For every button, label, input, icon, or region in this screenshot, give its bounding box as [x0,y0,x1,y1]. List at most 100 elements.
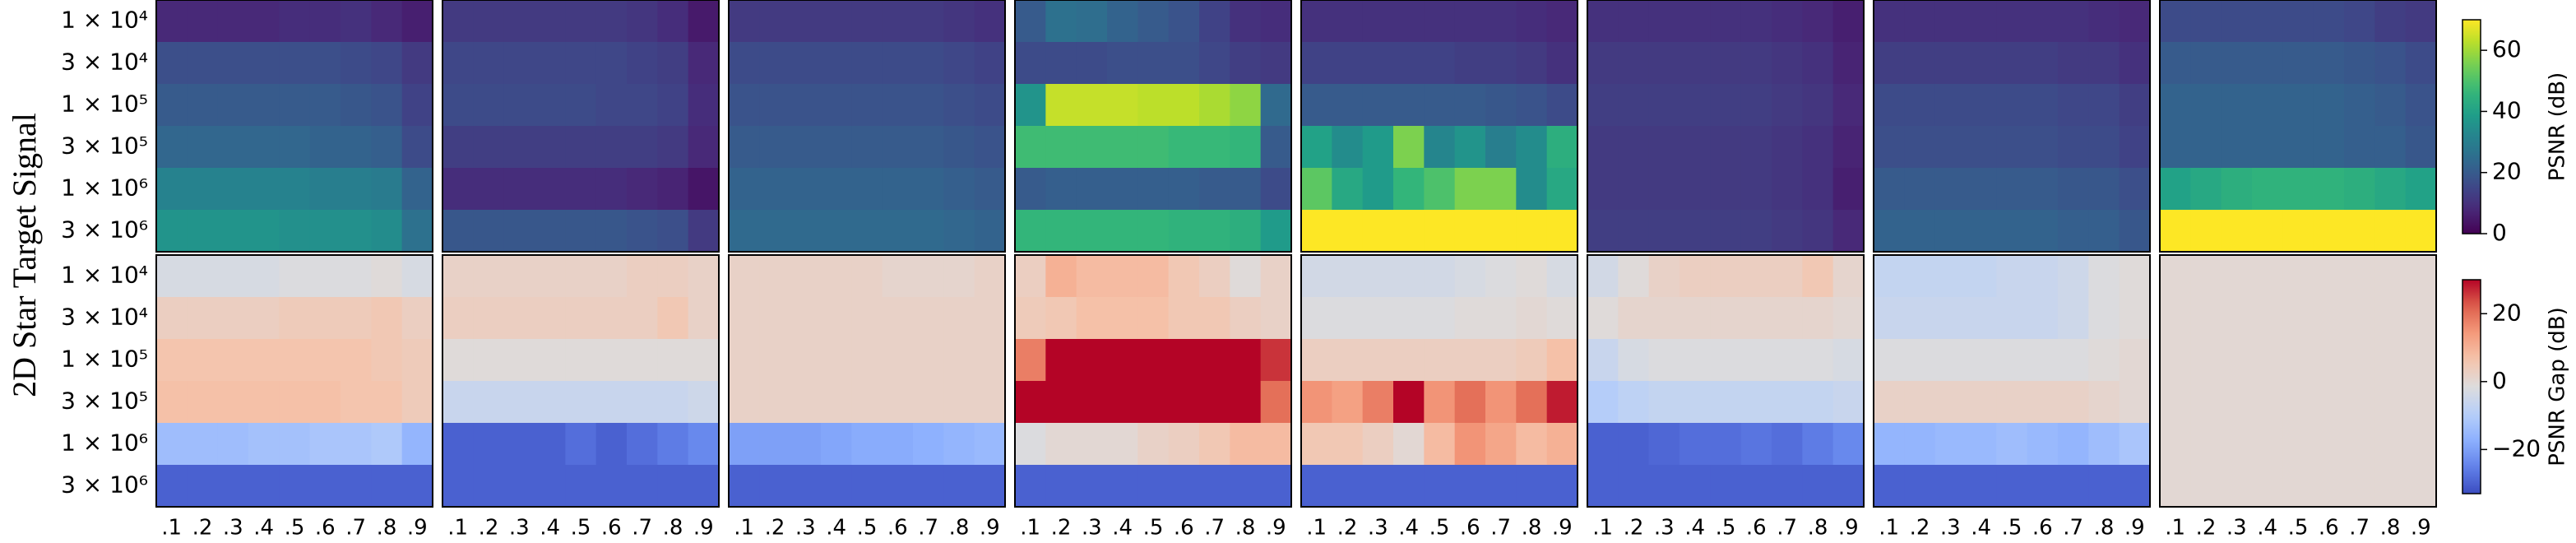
heatmap-cell [1230,126,1262,169]
heatmap-cell [2190,126,2222,169]
heatmap-cell [688,339,720,382]
x-tick-label: .1 [2165,516,2185,541]
heatmap-cell [851,423,883,466]
heatmap-cell [2313,465,2345,508]
heatmap-cell [2282,381,2314,424]
heatmap-cell [1424,210,1456,253]
heatmap-cell [1260,42,1292,85]
heatmap-cell [943,84,975,127]
heatmap-cell [595,297,628,340]
heatmap-cell [473,126,505,169]
heatmap-cell [341,255,372,298]
heatmap-cell [759,210,791,253]
heatmap-cell [729,42,760,85]
heatmap-cell [1393,126,1425,169]
heatmap-cell [913,42,944,85]
heatmap-cell [1362,339,1394,382]
heatmap-cell [2282,126,2314,169]
heatmap-cell [1168,168,1200,211]
heatmap-cell [1362,423,1394,466]
heatmap-cell [1015,339,1046,382]
heatmap-cell [1362,168,1394,211]
heatmap-cell [1587,210,1619,253]
heatmap-cell [1516,465,1548,508]
heatmap-cell [1516,84,1548,127]
heatmap-cell [1772,126,1803,169]
heatmap-cell [759,168,791,211]
heatmap-cell [1076,210,1108,253]
heatmap-cell [1260,210,1292,253]
heatmap-cell [1772,297,1803,340]
heatmap-cell [535,297,566,340]
x-tick-label: .3 [509,516,530,541]
heatmap-cell [2160,0,2191,43]
heatmap-cell [1230,0,1262,43]
heatmap-cell [187,297,219,340]
heatmap-cell [565,210,597,253]
heatmap-cell [1045,126,1077,169]
heatmap-cell [2374,42,2407,85]
x-tick-label: .8 [1235,516,1256,541]
heatmap-cell [1230,42,1262,85]
heatmap-cell [2088,84,2120,127]
heatmap-cell [2027,168,2059,211]
heatmap-cell [2221,42,2253,85]
heatmap-cell [1587,423,1619,466]
heatmap-cell [442,255,474,298]
heatmap-cell [790,255,822,298]
heatmap-panel [442,255,720,508]
heatmap-cell [1546,126,1578,169]
panel-frame [442,0,720,253]
heatmap-cell [156,42,188,85]
heatmap-cell [1301,297,1332,340]
x-tick-label: .5 [285,516,305,541]
heatmap-cell [1137,126,1170,169]
heatmap-cell [187,423,219,466]
heatmap-cell [2119,297,2151,340]
heatmap-cell [1199,255,1230,298]
y-tick-label: 1 × 10⁵ [61,346,148,373]
heatmap-cell [371,126,403,169]
heatmap-cell [2190,297,2222,340]
heatmap-cell [1485,297,1517,340]
panel-frame [442,254,720,508]
x-tick-label: .6 [1746,516,1767,541]
heatmap-cell [2088,423,2120,466]
heatmap-cell [565,168,597,211]
heatmap-cell [341,126,372,169]
x-tick-label: .6 [2032,516,2053,541]
heatmap-cell [1168,297,1200,340]
heatmap-cell [535,42,566,85]
heatmap-cell [371,381,403,424]
heatmap-cell [821,423,852,466]
heatmap-cell [1424,465,1456,508]
heatmap-cell [535,0,566,43]
y-tick-label: 1 × 10⁴ [61,7,148,34]
heatmap-cell [1393,381,1425,424]
heatmap-cell [1137,42,1170,85]
y-tick-label: 3 × 10⁶ [61,216,148,244]
heatmap-cell [2374,84,2407,127]
heatmap-cell [1076,255,1108,298]
heatmap-cell [1076,42,1108,85]
heatmap-cell [1199,465,1230,508]
x-tick-label: .8 [663,516,683,541]
heatmap-cell [1454,297,1486,340]
heatmap-cell [2190,423,2222,466]
heatmap-cell [790,168,822,211]
heatmap-cell [503,423,535,466]
heatmap-cell [1832,42,1865,85]
heatmap-cell [341,84,372,127]
heatmap-cell [2405,339,2437,382]
heatmap-cell [503,84,535,127]
heatmap-cell [535,168,566,211]
heatmap-cell [2405,255,2437,298]
heatmap-cell [341,381,372,424]
heatmap-cell [1618,465,1650,508]
heatmap-cell [1393,210,1425,253]
heatmap-cell [821,42,852,85]
heatmap-cell [974,423,1006,466]
heatmap-cell [156,297,188,340]
heatmap-cell [2119,42,2151,85]
heatmap-cell [2027,381,2059,424]
